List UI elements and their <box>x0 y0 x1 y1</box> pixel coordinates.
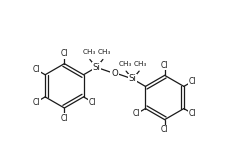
Text: CH₃: CH₃ <box>82 49 95 55</box>
Text: O: O <box>111 69 118 78</box>
Text: Cl: Cl <box>161 125 168 134</box>
Text: Si: Si <box>92 63 100 72</box>
Text: Cl: Cl <box>161 61 168 70</box>
Text: CH₃: CH₃ <box>97 49 111 55</box>
Text: Cl: Cl <box>61 114 68 123</box>
Text: Si: Si <box>129 75 137 83</box>
Text: Cl: Cl <box>133 109 140 118</box>
Text: CH₃: CH₃ <box>119 61 132 67</box>
Text: Cl: Cl <box>89 98 96 106</box>
Text: Cl: Cl <box>33 98 40 106</box>
Text: Cl: Cl <box>189 109 197 118</box>
Text: Cl: Cl <box>61 49 68 58</box>
Text: CH₃: CH₃ <box>133 61 147 67</box>
Text: Cl: Cl <box>33 65 40 74</box>
Text: Cl: Cl <box>189 77 197 86</box>
